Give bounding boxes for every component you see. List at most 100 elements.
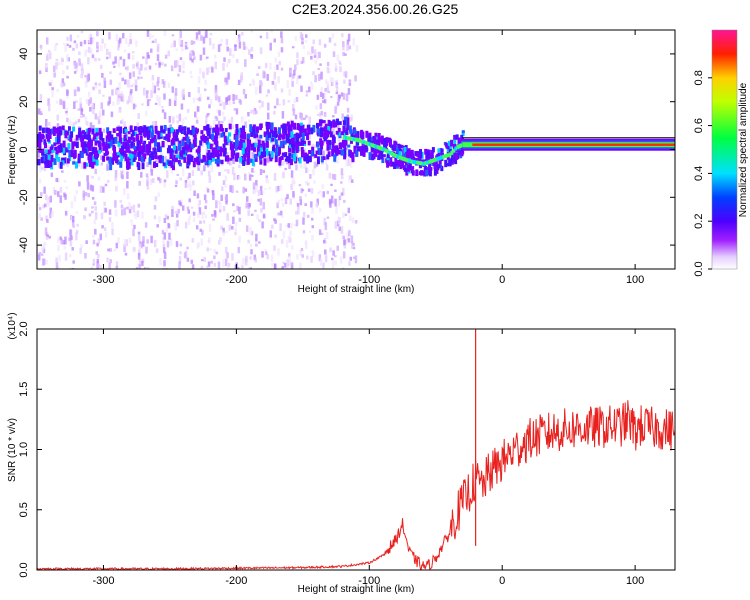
heat-speckle [210, 164, 214, 173]
heat-speckle [198, 199, 202, 205]
heat-speckle [138, 180, 141, 186]
heat-speckle [252, 182, 256, 190]
heat-speckle [282, 171, 285, 179]
heat-band-cell [282, 131, 286, 139]
heat-band-cell [151, 152, 155, 160]
heat-band-cell [178, 125, 182, 131]
heat-speckle [235, 221, 238, 227]
heat-band-cell [119, 126, 123, 134]
heat-band-cell [114, 136, 118, 144]
heat-speckle [347, 88, 351, 95]
heat-speckle [333, 42, 337, 47]
heat-speckle [97, 133, 101, 140]
heat-speckle [276, 202, 279, 209]
heat-speckle [134, 79, 138, 87]
heat-band-cell [326, 143, 330, 151]
heat-speckle [156, 46, 160, 53]
heat-speckle [258, 99, 261, 103]
heat-speckle [244, 121, 247, 129]
heat-speckle [154, 159, 158, 162]
heat-band-cell [130, 157, 134, 166]
heat-band-cell [54, 127, 58, 134]
heat-speckle [332, 115, 335, 118]
heat-speckle [75, 229, 79, 234]
heat-speckle [231, 124, 235, 129]
heat-speckle [94, 211, 98, 215]
heat-speckle [128, 72, 132, 79]
heat-speckle [98, 89, 101, 95]
heat-speckle [289, 230, 292, 237]
heat-speckle [42, 258, 46, 265]
heat-band-cell [300, 139, 304, 146]
heat-band-cell [410, 149, 414, 155]
heat-band-cell [325, 129, 329, 138]
heat-speckle [343, 71, 346, 77]
heat-speckle [273, 38, 277, 43]
heat-ridge-cell [374, 144, 378, 149]
heat-band-cell [286, 121, 290, 127]
heat-band-cell [398, 148, 402, 153]
heat-speckle [308, 86, 311, 93]
heat-band-cell [310, 150, 314, 157]
heat-band-cell [241, 125, 245, 133]
heat-band-cell [97, 150, 101, 154]
heat-band-cell [274, 139, 278, 146]
heat-band-cell [224, 138, 228, 145]
heat-band-cell [373, 136, 377, 145]
heat-band-cell [320, 156, 324, 163]
heat-speckle [188, 92, 191, 98]
heat-speckle [324, 222, 328, 231]
heat-speckle [200, 265, 204, 269]
heat-band-cell [455, 153, 459, 160]
heat-band-cell [229, 141, 233, 146]
heat-band-cell [321, 127, 325, 132]
heat-speckle [78, 61, 82, 66]
heat-speckle [289, 67, 292, 74]
heat-band-cell [207, 149, 211, 154]
heat-speckle [318, 208, 322, 212]
heat-band-cell [121, 151, 125, 156]
heat-speckle [54, 189, 57, 196]
heat-speckle [347, 158, 351, 167]
heat-speckle [37, 203, 41, 207]
heat-speckle [295, 210, 298, 215]
heat-band-cell [267, 151, 271, 156]
heat-speckle [289, 261, 293, 266]
heat-speckle [166, 170, 169, 179]
heat-speckle [95, 251, 98, 255]
heat-speckle [266, 254, 270, 260]
heat-band-cell [58, 126, 62, 130]
heat-speckle [117, 125, 120, 128]
heat-speckle [222, 205, 226, 212]
heat-band-cell [393, 163, 397, 170]
heat-band-cell [167, 145, 171, 150]
heat-speckle [250, 54, 253, 57]
heat-speckle [219, 202, 222, 210]
heat-speckle [66, 43, 69, 47]
heat-speckle [280, 88, 284, 93]
heat-speckle [182, 70, 185, 73]
heat-speckle [301, 39, 304, 42]
heat-speckle [157, 76, 160, 84]
heat-speckle [300, 60, 304, 65]
heat-band-cell [131, 129, 135, 137]
heat-speckle [69, 253, 72, 258]
heat-band-cell [52, 131, 56, 136]
heat-speckle [79, 41, 83, 47]
heat-speckle [230, 116, 234, 124]
heat-speckle [66, 65, 69, 70]
heat-speckle [290, 170, 294, 178]
heat-ridge-cell [358, 138, 362, 143]
heat-speckle [226, 46, 229, 52]
heat-band-cell [152, 161, 156, 168]
heat-speckle [48, 235, 51, 239]
heat-band-cell [280, 140, 284, 148]
heat-speckle [186, 206, 190, 211]
heat-band-cell [139, 145, 143, 150]
heat-speckle [238, 217, 242, 222]
heat-speckle [119, 56, 123, 60]
heat-band-cell [220, 132, 224, 138]
heat-speckle [171, 34, 175, 37]
heat-band-cell [123, 134, 127, 142]
heat-speckle [102, 186, 105, 193]
